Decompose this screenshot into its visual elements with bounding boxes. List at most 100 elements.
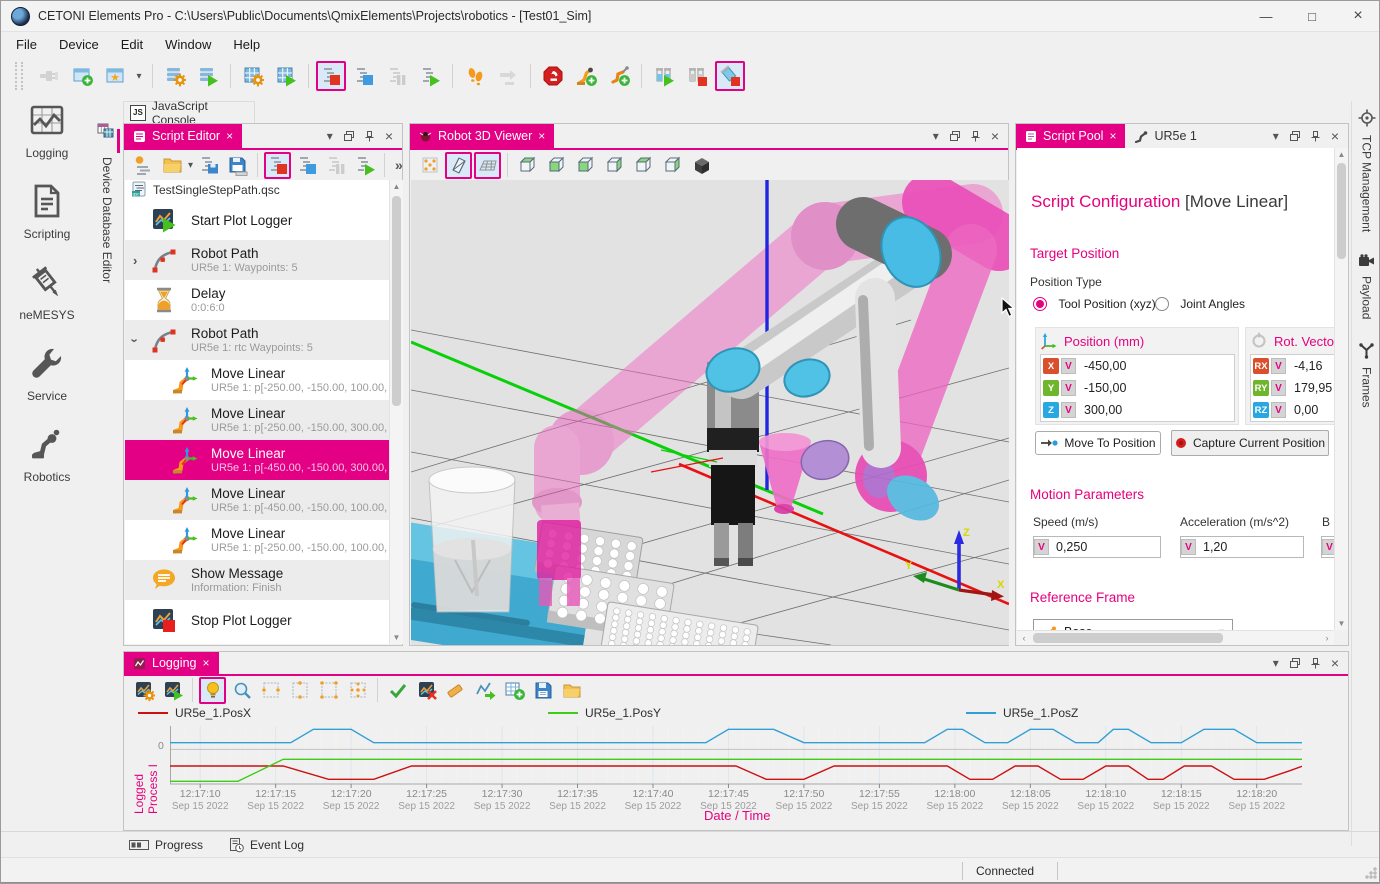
plot-config-icon[interactable] — [130, 677, 157, 704]
legend-UR5e_1.PosZ[interactable]: UR5e_1.PosZ — [966, 706, 1078, 720]
axis-row-rz[interactable]: RZ V 0,00 — [1253, 402, 1319, 418]
export-curve-icon[interactable] — [471, 677, 498, 704]
axis-row-y[interactable]: Y V -150,00 — [1041, 377, 1234, 399]
panel-float-icon[interactable] — [1289, 131, 1300, 141]
legend-UR5e_1.PosY[interactable]: UR5e_1.PosY — [548, 706, 661, 720]
pool-horizontal-scrollbar[interactable]: ‹ › — [1017, 630, 1334, 645]
menu-help[interactable]: Help — [233, 36, 261, 52]
script-step-icon[interactable] — [293, 152, 320, 179]
panel-menu-icon[interactable]: ▾ — [932, 129, 939, 143]
panel-pin-icon[interactable] — [1311, 657, 1320, 669]
variable-button[interactable]: V — [1061, 402, 1076, 418]
speed-variable-button[interactable]: V — [1034, 539, 1049, 555]
script-step-icon[interactable] — [349, 61, 379, 91]
right-tab-tcp-management[interactable]: TCP Management — [1358, 109, 1376, 232]
resize-grip[interactable] — [1365, 867, 1377, 879]
script-stop-icon[interactable] — [316, 61, 346, 91]
menu-edit[interactable]: Edit — [120, 36, 144, 52]
plot-run-icon[interactable] — [159, 677, 186, 704]
script-step-show-message[interactable]: Show Message Information: Finish — [125, 560, 389, 600]
select-points-icon[interactable] — [416, 152, 443, 179]
script-step-robot-path[interactable]: › Robot Path UR5e 1: Waypoints: 5 — [125, 240, 389, 280]
save-as-icon[interactable] — [224, 152, 251, 179]
panel-menu-icon[interactable]: ▾ — [1272, 656, 1279, 670]
minimize-button[interactable]: — — [1259, 8, 1273, 24]
cube-left-icon[interactable] — [572, 152, 599, 179]
speed-input[interactable]: V 0,250 — [1033, 536, 1161, 558]
variable-button[interactable]: V — [1271, 380, 1286, 396]
cube-bottom-icon[interactable] — [659, 152, 686, 179]
axis-row-ry[interactable]: RY V 179,95 — [1253, 380, 1333, 396]
radio-off-icon[interactable] — [1155, 297, 1169, 311]
panel-float-icon[interactable] — [1289, 658, 1300, 668]
script-step-delay[interactable]: Delay 0:0:6:0 — [125, 280, 389, 320]
device-db-editor-tab[interactable]: Device Database Editor — [100, 157, 114, 284]
overflow-icon[interactable]: » — [395, 157, 403, 173]
capture-current-position-button[interactable]: Capture Current Position — [1171, 430, 1329, 456]
save-icon[interactable] — [529, 677, 556, 704]
cube-top-icon[interactable] — [514, 152, 541, 179]
panel-close-icon[interactable]: × — [1330, 655, 1339, 671]
add-tool-icon[interactable] — [604, 61, 634, 91]
tab-script-editor[interactable]: Script Editor × — [124, 124, 243, 148]
zoom-fit-icon[interactable] — [344, 677, 371, 704]
highlight-icon[interactable] — [199, 676, 226, 704]
tree-chevron-icon[interactable]: › — [133, 252, 138, 268]
variable-button[interactable]: V — [1271, 402, 1286, 418]
cube-front-icon[interactable] — [543, 152, 570, 179]
event-log-toggle[interactable]: Event Log — [229, 837, 304, 853]
eraser-icon[interactable] — [442, 677, 469, 704]
caret-icon[interactable]: ▾ — [188, 159, 194, 171]
acceleration-variable-button[interactable]: V — [1181, 539, 1196, 555]
list-run-icon[interactable] — [193, 61, 223, 91]
clear-plot-icon[interactable] — [413, 677, 440, 704]
apply-icon[interactable] — [384, 677, 411, 704]
panel-close-icon[interactable]: × — [384, 128, 393, 144]
panel-close-icon[interactable]: × — [1330, 128, 1339, 144]
script-tree-scrollbar[interactable]: ▲ ▼ — [389, 180, 403, 644]
tab-close-icon[interactable]: × — [226, 129, 234, 143]
acceleration-input[interactable]: V 1,20 — [1180, 536, 1304, 558]
robot-3d-scene[interactable]: Z Y X — [411, 180, 1009, 645]
script-save-icon[interactable] — [195, 152, 222, 179]
legend-UR5e_1.PosX[interactable]: UR5e_1.PosX — [138, 706, 251, 720]
script-stop-icon[interactable] — [264, 151, 292, 179]
progress-toggle[interactable]: Progress — [129, 838, 203, 852]
script-run-icon[interactable] — [415, 61, 445, 91]
script-step-robot-path[interactable]: › Robot Path UR5e 1: rtc Waypoints: 5 — [125, 320, 389, 360]
favorites-icon[interactable]: ★ — [100, 61, 130, 91]
grid-icon[interactable] — [474, 151, 501, 179]
list-config-icon[interactable] — [160, 61, 190, 91]
script-run-icon[interactable] — [351, 152, 378, 179]
add-window-icon[interactable] — [67, 61, 97, 91]
step-into-icon[interactable] — [460, 61, 490, 91]
tree-chevron-icon[interactable]: › — [127, 337, 143, 343]
panel-pin-icon[interactable] — [1311, 130, 1320, 142]
panel-close-icon[interactable]: × — [990, 128, 999, 144]
open-folder-icon[interactable] — [558, 677, 585, 704]
panel-float-icon[interactable] — [949, 131, 960, 141]
axis-row-x[interactable]: X V -450,00 — [1041, 355, 1234, 377]
script-step-start-plot-logger[interactable]: Start Plot Logger — [125, 200, 389, 240]
devices-run-icon[interactable] — [271, 61, 301, 91]
toolbar-grip[interactable] — [15, 62, 23, 90]
move-to-position-button[interactable]: Move To Position — [1035, 431, 1161, 455]
script-step-move-linear[interactable]: Move Linear UR5e 1: p[-250.00, -150.00, 3… — [125, 400, 389, 440]
zoom-v-icon[interactable] — [286, 677, 313, 704]
emergency-stop-icon[interactable] — [538, 61, 568, 91]
reference-frame-dropdown[interactable]: 8 Base ▾ — [1033, 619, 1233, 630]
blend-input-clipped[interactable]: V — [1321, 536, 1334, 558]
tab-javascript-console[interactable]: JS JavaScript Console — [123, 99, 255, 127]
menu-device[interactable]: Device — [58, 36, 99, 52]
sidebar-item-scripting[interactable]: Scripting — [1, 182, 93, 241]
tab-close-icon[interactable]: × — [1109, 129, 1117, 143]
pool-vertical-scrollbar[interactable]: ▲ ▼ — [1334, 148, 1348, 630]
right-tab-frames[interactable]: Frames — [1358, 342, 1375, 407]
tab-robot-3d-viewer[interactable]: Robot 3D Viewer × — [410, 124, 555, 148]
tab-close-icon[interactable]: × — [538, 129, 546, 143]
tab-logging[interactable]: Logging × — [124, 652, 219, 674]
caret-icon[interactable]: ▾ — [136, 70, 142, 82]
device-db-editor-icon[interactable] — [97, 123, 114, 141]
perspective-icon[interactable] — [445, 151, 472, 179]
zoom-icon[interactable] — [228, 677, 255, 704]
